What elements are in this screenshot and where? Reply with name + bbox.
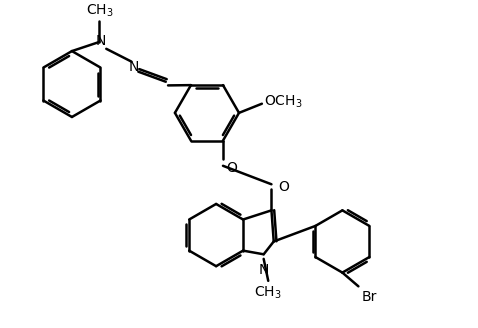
Text: O: O <box>227 161 238 175</box>
Text: N: N <box>95 34 106 48</box>
Text: CH$_3$: CH$_3$ <box>254 284 282 301</box>
Text: Br: Br <box>362 290 377 304</box>
Text: O: O <box>278 179 289 194</box>
Text: N: N <box>129 60 139 74</box>
Text: OCH$_3$: OCH$_3$ <box>264 93 303 110</box>
Text: CH$_3$: CH$_3$ <box>86 3 113 19</box>
Text: N: N <box>259 262 269 277</box>
